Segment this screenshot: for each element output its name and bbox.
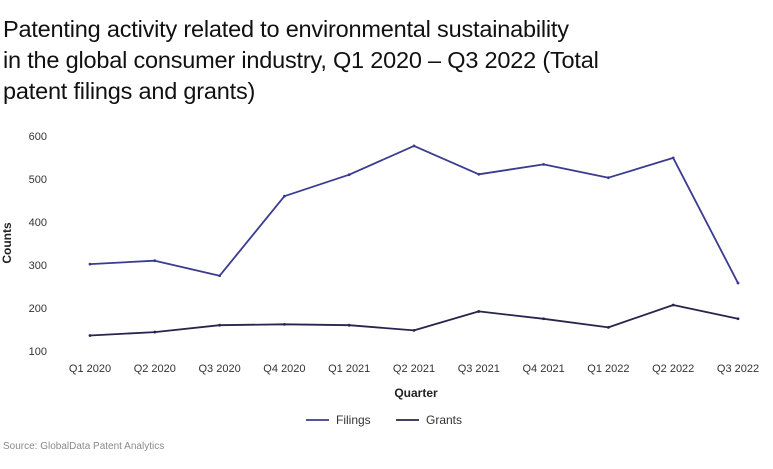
x-tick-label: Q2 2022 xyxy=(652,363,694,375)
x-tick-label: Q4 2020 xyxy=(263,363,305,375)
data-point-grants[interactable] xyxy=(153,330,157,334)
legend[interactable]: Filings Grants xyxy=(306,413,462,427)
data-point-grants[interactable] xyxy=(736,317,740,321)
y-tick-label: 400 xyxy=(29,217,47,229)
data-point-filings[interactable] xyxy=(477,172,481,176)
data-point-grants[interactable] xyxy=(607,325,610,329)
x-axis-ticks: Q1 2020 Q2 2020 Q3 2020 Q4 2020 Q1 2021 Q2 20… xyxy=(69,363,759,375)
data-point-filings[interactable] xyxy=(88,262,92,266)
y-tick-label: 100 xyxy=(29,346,47,358)
source-note: Source: GlobalData Patent Analytics xyxy=(3,441,165,452)
x-axis-title: Quarter xyxy=(394,386,438,400)
data-point-filings[interactable] xyxy=(412,144,416,148)
x-tick-label: Q2 2021 xyxy=(393,363,435,375)
data-point-filings[interactable] xyxy=(736,281,740,285)
x-tick-label: Q1 2022 xyxy=(587,363,629,375)
y-tick-label: 200 xyxy=(29,303,47,315)
x-tick-label: Q3 2021 xyxy=(458,363,500,375)
data-point-filings[interactable] xyxy=(283,194,286,198)
x-tick-label: Q3 2020 xyxy=(198,363,240,375)
data-point-filings[interactable] xyxy=(347,173,351,177)
data-point-filings[interactable] xyxy=(607,176,610,180)
data-point-grants[interactable] xyxy=(542,317,545,321)
data-point-filings[interactable] xyxy=(218,274,222,278)
x-tick-label: Q1 2021 xyxy=(328,363,370,375)
x-tick-label: Q2 2020 xyxy=(134,363,176,375)
y-tick-label: 500 xyxy=(29,174,47,186)
data-point-filings[interactable] xyxy=(671,156,675,160)
series-lines xyxy=(88,144,740,337)
chart-title: Patenting activity related to environmen… xyxy=(3,16,599,104)
data-point-grants[interactable] xyxy=(347,323,351,327)
data-point-filings[interactable] xyxy=(542,162,545,166)
x-tick-label: Q3 2022 xyxy=(717,363,759,375)
data-point-grants[interactable] xyxy=(218,323,222,327)
y-tick-label: 600 xyxy=(29,131,47,143)
data-point-grants[interactable] xyxy=(671,303,675,307)
data-point-grants[interactable] xyxy=(88,334,92,337)
data-point-grants[interactable] xyxy=(283,322,286,326)
y-axis-ticks: 100 200 300 400 500 600 xyxy=(29,131,47,358)
data-point-grants[interactable] xyxy=(412,328,416,332)
legend-label-grants[interactable]: Grants xyxy=(426,413,462,427)
data-point-filings[interactable] xyxy=(153,259,157,263)
y-axis-title: Counts xyxy=(0,222,14,264)
data-point-grants[interactable] xyxy=(477,310,481,313)
legend-label-filings[interactable]: Filings xyxy=(336,413,371,427)
series-line-filings[interactable] xyxy=(89,144,739,284)
y-tick-label: 300 xyxy=(29,260,47,272)
x-tick-label: Q4 2021 xyxy=(522,363,564,375)
x-tick-label: Q1 2020 xyxy=(69,363,111,375)
